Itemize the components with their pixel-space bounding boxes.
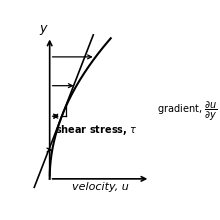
Text: y: y: [39, 22, 47, 35]
Text: gradient, $\dfrac{\partial u}{\partial y}$: gradient, $\dfrac{\partial u}{\partial y…: [157, 100, 218, 123]
Text: shear stress, $\tau$: shear stress, $\tau$: [55, 123, 138, 137]
Text: velocity, u: velocity, u: [72, 182, 129, 192]
